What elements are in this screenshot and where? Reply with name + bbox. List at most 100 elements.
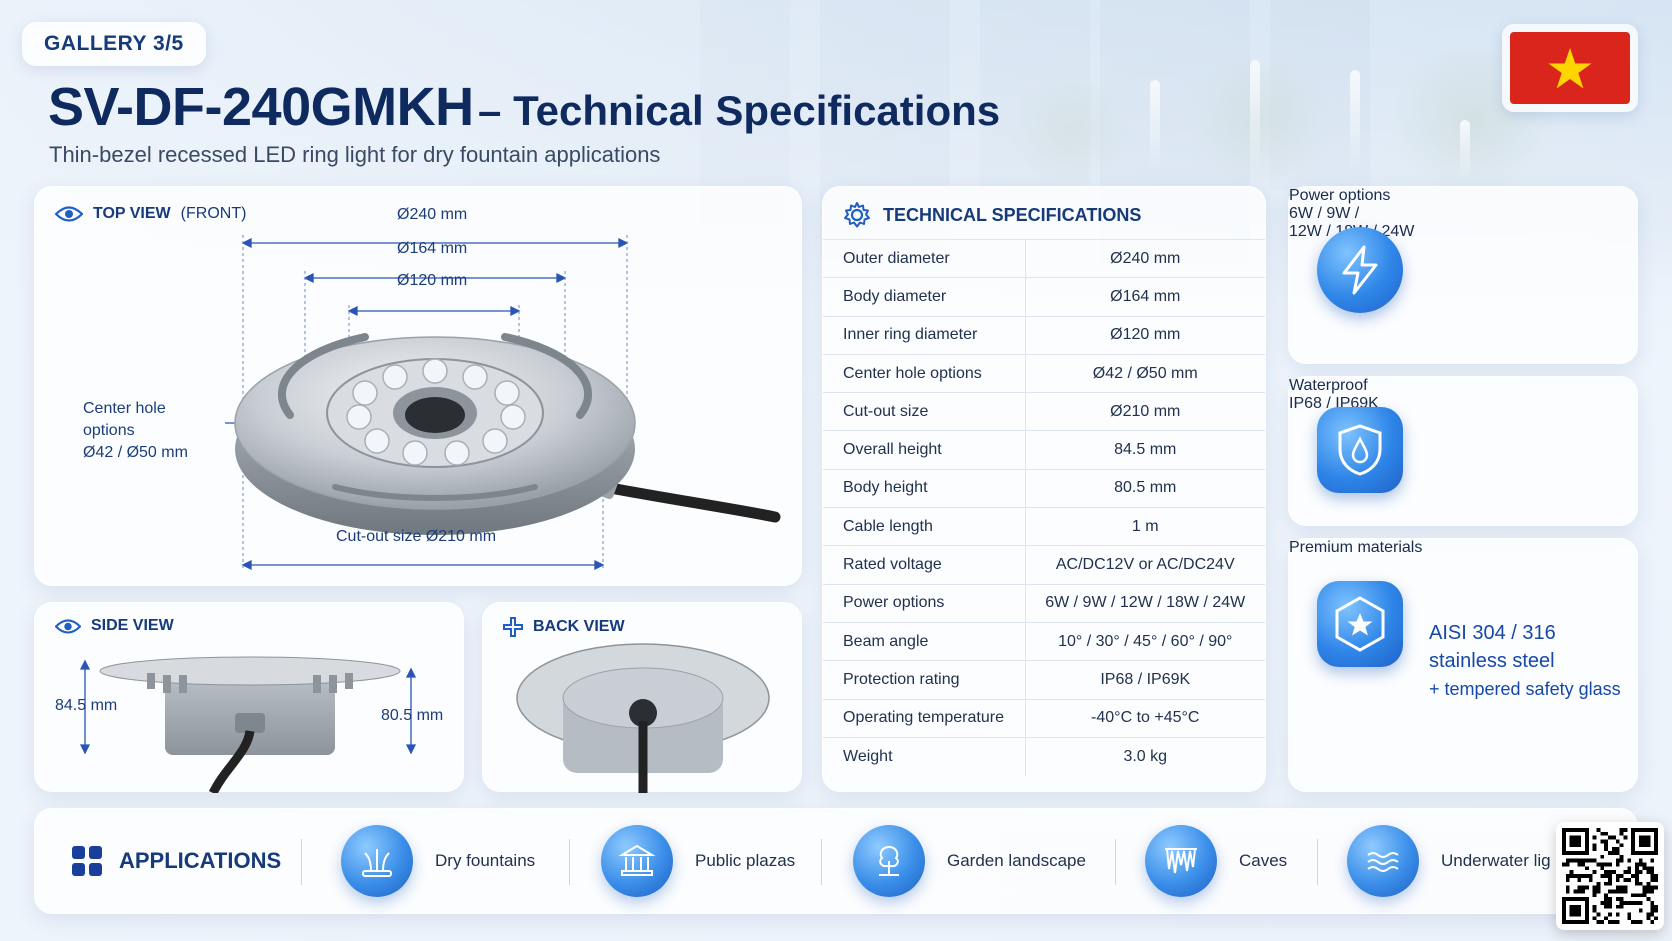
- spec-value: Ø42 / Ø50 mm: [1025, 353, 1265, 393]
- spec-key: Cut-out size: [823, 392, 1026, 431]
- waterproof-card: Waterproof IP68 / IP69K: [1288, 376, 1638, 526]
- cave-icon: [1145, 825, 1217, 897]
- page-subtitle: Thin-bezel recessed LED ring light for d…: [49, 142, 661, 167]
- spec-row: Body height 80.5 mm: [823, 468, 1265, 508]
- spec-key: Center hole options: [823, 353, 1026, 393]
- spec-value: 84.5 mm: [1025, 430, 1265, 470]
- spec-key: Outer diameter: [823, 238, 1026, 278]
- model-name: SV-DF-240GMKH: [48, 77, 474, 137]
- top-view-header: TOP VIEW (FRONT): [55, 205, 246, 223]
- spec-key: Beam angle: [823, 621, 1026, 661]
- gallery-badge: GALLERY 3/5: [22, 22, 206, 66]
- app-item-underwater-lighting: Underwater lig: [1347, 825, 1551, 897]
- back-view-card: BACK VIEW: [482, 602, 802, 793]
- spec-value: -40°C to +45°C: [1025, 698, 1265, 738]
- power-options-label: Power options: [1289, 187, 1391, 204]
- spec-row: Power options 6W / 9W / 12W / 18W / 24W: [823, 583, 1265, 623]
- side-view-header: SIDE VIEW: [55, 617, 174, 635]
- fountain-icon: [341, 825, 413, 897]
- spec-value: Ø240 mm: [1025, 238, 1265, 278]
- plus-icon: [503, 617, 523, 637]
- spec-row: Cable length 1 m: [823, 507, 1265, 546]
- spec-row: Overall height 84.5 mm: [823, 430, 1265, 470]
- applications-header: APPLICATIONS: [71, 845, 281, 877]
- dim-cutout: Cut-out size Ø210 mm: [336, 528, 497, 545]
- spec-value: 80.5 mm: [1025, 468, 1265, 508]
- vietnam-flag-icon: [1502, 24, 1638, 112]
- spec-value: Ø120 mm: [1025, 315, 1265, 355]
- star-hexagon-icon: [1317, 581, 1403, 667]
- materials-card: Premium materials AISI 304 / 316 stainle…: [1288, 538, 1638, 792]
- divider: [569, 839, 570, 885]
- top-view-drawing: [225, 235, 781, 571]
- materials-value: AISI 304 / 316 stainless steel + tempere…: [1429, 622, 1621, 699]
- dim-inner-diameter: Ø120 mm: [397, 272, 468, 289]
- spec-value: 6W / 9W / 12W / 18W / 24W: [1025, 583, 1265, 623]
- spec-key: Rated voltage: [823, 545, 1026, 585]
- dim-outer-diameter: Ø240 mm: [397, 206, 468, 223]
- spec-row: Weight 3.0 kg: [823, 736, 1265, 776]
- eye-icon: [55, 618, 81, 634]
- spec-value: AC/DC12V or AC/DC24V: [1025, 545, 1265, 585]
- spec-key: Inner ring diameter: [823, 315, 1026, 355]
- spec-value: 1 m: [1025, 507, 1265, 546]
- app-item-caves: Caves: [1145, 825, 1287, 897]
- spec-value: 3.0 kg: [1025, 736, 1265, 776]
- spec-key: Body height: [823, 468, 1026, 508]
- waterproof-label: Waterproof: [1289, 377, 1368, 394]
- divider: [1317, 839, 1318, 885]
- spec-key: Body diameter: [823, 277, 1026, 317]
- app-item-public-plazas: Public plazas: [601, 825, 795, 897]
- power-options-card: Power options 6W / 9W / 12W / 18W / 24W: [1288, 186, 1638, 364]
- spec-key: Weight: [823, 736, 1026, 776]
- spec-key: Cable length: [823, 507, 1026, 546]
- spec-key: Operating temperature: [823, 698, 1026, 738]
- qr-code-icon[interactable]: [1556, 822, 1664, 930]
- tree-icon: [853, 825, 925, 897]
- spec-row: Center hole options Ø42 / Ø50 mm: [823, 353, 1265, 393]
- page-title: SV-DF-240GMKH – Technical Specifications: [48, 76, 1000, 138]
- spec-value: Ø210 mm: [1025, 392, 1265, 431]
- spec-row: Beam angle 10° / 30° / 45° / 60° / 90°: [823, 621, 1265, 661]
- spec-value: IP68 / IP69K: [1025, 660, 1265, 700]
- app-item-garden-landscape: Garden landscape: [853, 825, 1086, 897]
- top-view-card: TOP VIEW (FRONT): [34, 186, 802, 586]
- spec-row: Inner ring diameter Ø120 mm: [823, 315, 1265, 355]
- spec-row: Outer diameter Ø240 mm: [823, 238, 1265, 278]
- divider: [1115, 839, 1116, 885]
- lightning-icon: [1317, 227, 1403, 313]
- eye-icon: [55, 206, 83, 222]
- app-item-dry-fountains: Dry fountains: [341, 825, 535, 897]
- spec-key: Protection rating: [823, 660, 1026, 700]
- center-hole-note: Center hole options Ø42 / Ø50 mm: [83, 400, 188, 461]
- back-view-header: BACK VIEW: [503, 617, 625, 637]
- waves-icon: [1347, 825, 1419, 897]
- spec-value: Ø164 mm: [1025, 277, 1265, 317]
- spec-row: Protection rating IP68 / IP69K: [823, 660, 1265, 700]
- dim-body-diameter: Ø164 mm: [397, 240, 468, 257]
- specs-table: Outer diameter Ø240 mm Body diameter Ø164 m…: [823, 238, 1265, 776]
- divider: [821, 839, 822, 885]
- tech-specs-card: TECHNICAL SPECIFICATIONS Outer diameter Ø…: [822, 186, 1266, 792]
- spec-row: Body diameter Ø164 mm: [823, 277, 1265, 317]
- side-view-card: SIDE VIEW 84.5 mm 80.5 mm: [34, 602, 464, 793]
- dim-overall-height: 84.5 mm: [55, 697, 118, 714]
- spec-key: Overall height: [823, 430, 1026, 470]
- title-suffix: – Technical Specifications: [478, 87, 1001, 134]
- building-icon: [601, 825, 673, 897]
- tech-specs-header: TECHNICAL SPECIFICATIONS: [843, 201, 1141, 229]
- back-view-drawing: [516, 643, 770, 793]
- spec-row: Rated voltage AC/DC12V or AC/DC24V: [823, 545, 1265, 585]
- water-drop-shield-icon: [1317, 407, 1403, 493]
- divider: [301, 839, 302, 885]
- grid-icon: [72, 846, 102, 876]
- dim-body-height: 80.5 mm: [381, 707, 444, 724]
- side-view-drawing: [79, 656, 417, 793]
- spec-row: Cut-out size Ø210 mm: [823, 392, 1265, 431]
- spec-row: Operating temperature -40°C to +45°C: [823, 698, 1265, 738]
- gear-icon: [844, 202, 870, 228]
- spec-key: Power options: [823, 583, 1026, 623]
- spec-value: 10° / 30° / 45° / 60° / 90°: [1025, 621, 1265, 661]
- materials-label: Premium materials: [1289, 539, 1423, 556]
- applications-bar: APPLICATIONS Dry fountains Public plazas…: [34, 808, 1638, 914]
